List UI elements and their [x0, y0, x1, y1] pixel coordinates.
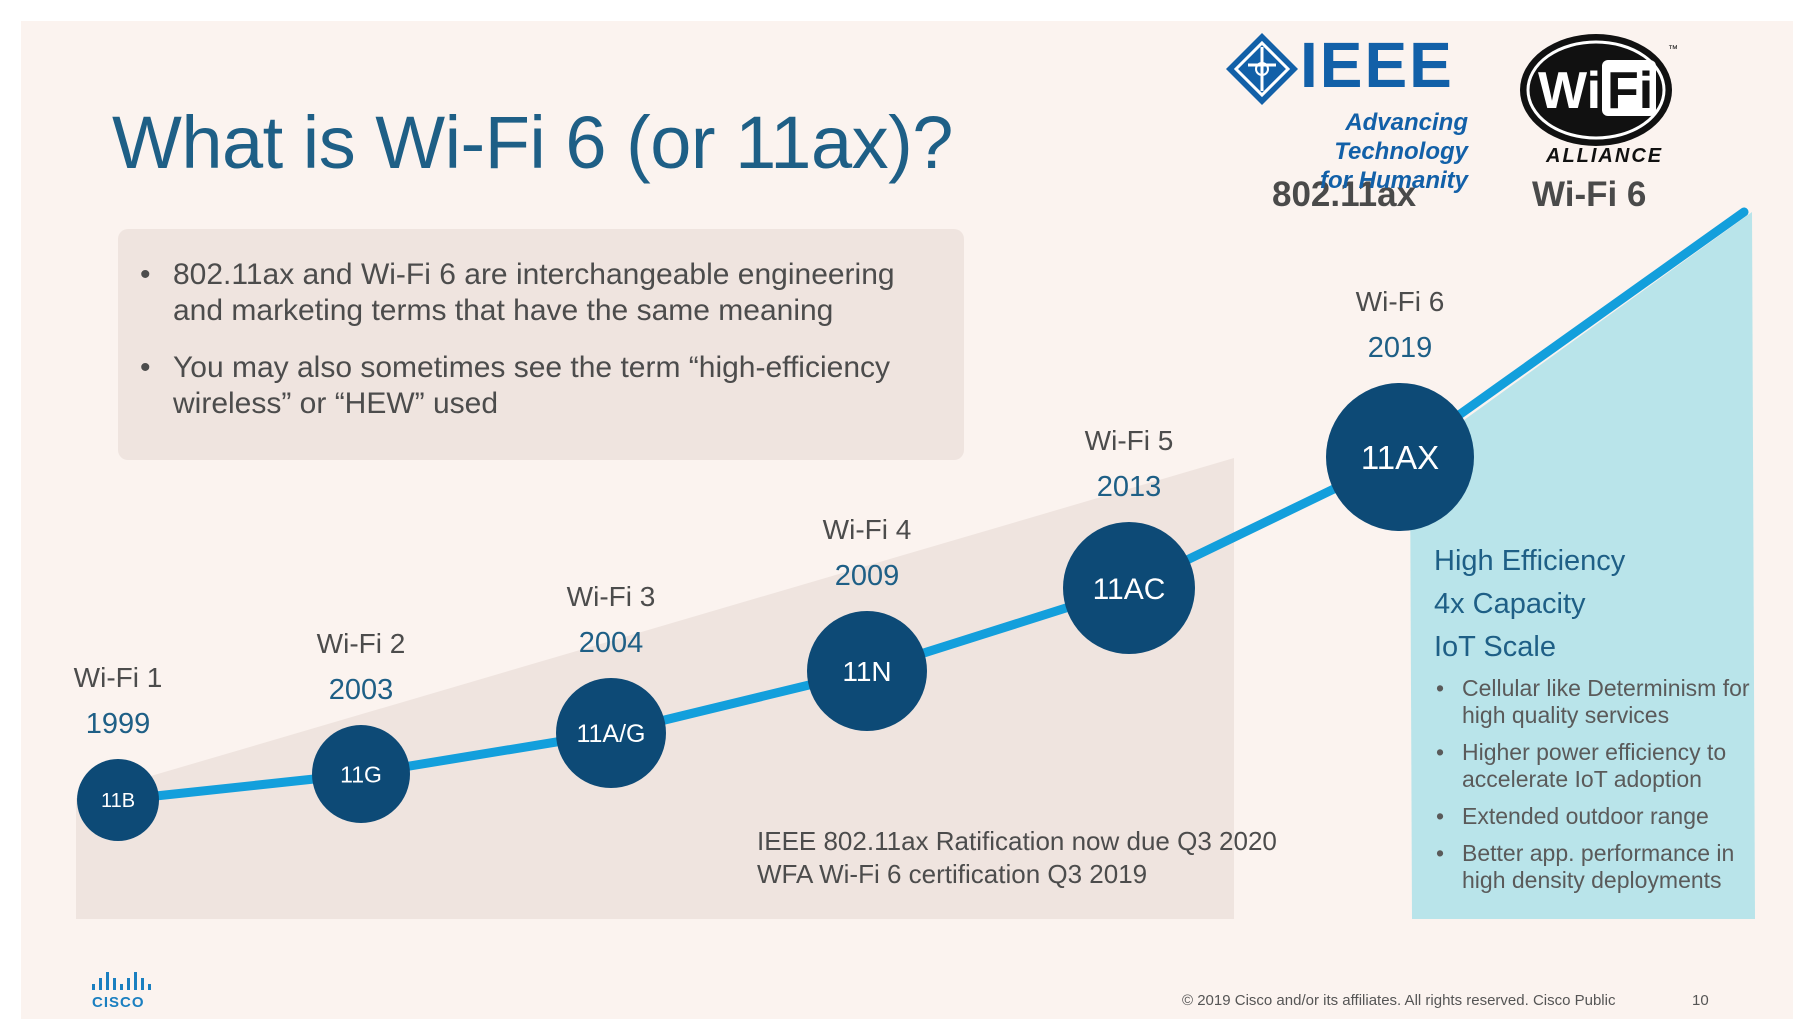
copyright-footer: © 2019 Cisco and/or its affiliates. All …	[1182, 992, 1616, 1009]
node-code-label: 11G	[340, 761, 382, 787]
benefit-bullet: Higher power efficiency to accelerate Io…	[1436, 739, 1774, 793]
wifi-alliance-logo: Wi Fi ALLIANCE ™	[1516, 30, 1686, 170]
callout-bullet: You may also sometimes see the term “hig…	[140, 350, 934, 422]
wifi-alliance-word: ALLIANCE	[1545, 145, 1663, 167]
timeline-node-11g	[312, 725, 410, 823]
ieee-tagline: Advancing Technology for Humanity	[1319, 109, 1468, 194]
node-generation-label: Wi-Fi 4	[823, 514, 912, 545]
benefit-bullet: Cellular like Determinism for high quali…	[1436, 675, 1774, 729]
benefit-bullet: Extended outdoor range	[1436, 803, 1774, 830]
timeline-node-11n	[807, 611, 927, 731]
wifi-standard-label: Wi-Fi 6	[1532, 175, 1647, 214]
benefit-headline: IoT Scale	[1434, 631, 1556, 663]
cisco-bars-icon	[92, 972, 151, 990]
page-number: 10	[1692, 992, 1709, 1009]
ieee-logo: IEEE Advancing Technology for Humanity	[1224, 28, 1471, 194]
svg-text:™: ™	[1668, 44, 1678, 55]
ratification-notes: IEEE 802.11ax Ratification now due Q3 20…	[757, 825, 1277, 891]
ieee-diamond-icon	[1226, 33, 1298, 105]
node-code-label: 11A/G	[576, 720, 645, 748]
wifi-alliance-icon: Wi Fi ALLIANCE ™	[1520, 34, 1678, 167]
wifi6-benefits-panel: High Efficiency 4x Capacity IoT Scale Ce…	[1434, 540, 1774, 904]
cisco-logo: CISCO	[88, 970, 158, 1014]
timeline-node-11ac	[1063, 522, 1195, 654]
ieee-standard-label: 802.11ax	[1272, 175, 1417, 214]
node-year-label: 2009	[835, 560, 900, 592]
ieee-wordmark: IEEE	[1300, 29, 1454, 101]
cisco-wordmark: CISCO	[92, 994, 145, 1011]
slide-title: What is Wi-Fi 6 (or 11ax)?	[112, 101, 953, 184]
node-generation-label: Wi-Fi 2	[317, 628, 406, 659]
benefit-headline: 4x Capacity	[1434, 588, 1586, 620]
node-year-label: 1999	[86, 708, 151, 740]
definition-callout: 802.11ax and Wi-Fi 6 are interchangeable…	[118, 229, 964, 460]
node-generation-label: Wi-Fi 5	[1085, 425, 1174, 456]
ratification-note: IEEE 802.11ax Ratification now due Q3 20…	[757, 826, 1277, 856]
node-code-label: 11AX	[1361, 439, 1439, 476]
node-year-label: 2019	[1368, 332, 1433, 364]
node-generation-label: Wi-Fi 6	[1356, 286, 1445, 317]
node-year-label: 2013	[1097, 471, 1162, 503]
callout-bullet: 802.11ax and Wi-Fi 6 are interchangeable…	[140, 257, 934, 329]
node-generation-label: Wi-Fi 3	[567, 581, 656, 612]
benefit-bullet: Better app. performance in high density …	[1436, 840, 1774, 894]
certification-note: WFA Wi-Fi 6 certification Q3 2019	[757, 859, 1148, 889]
node-year-label: 2003	[329, 674, 394, 706]
timeline-node-11ax	[1326, 383, 1474, 531]
node-generation-label: Wi-Fi 1	[74, 662, 163, 693]
timeline-node-11a-g	[556, 678, 666, 788]
wifi-word-wi: Wi	[1538, 62, 1601, 120]
node-code-label: 11N	[842, 656, 891, 687]
wifi-word-fi: Fi	[1607, 62, 1653, 120]
benefit-headline: High Efficiency	[1434, 545, 1626, 577]
timeline-node-11b	[77, 759, 159, 841]
node-code-label: 11B	[101, 790, 135, 812]
node-code-label: 11AC	[1093, 573, 1166, 606]
node-year-label: 2004	[579, 627, 644, 659]
